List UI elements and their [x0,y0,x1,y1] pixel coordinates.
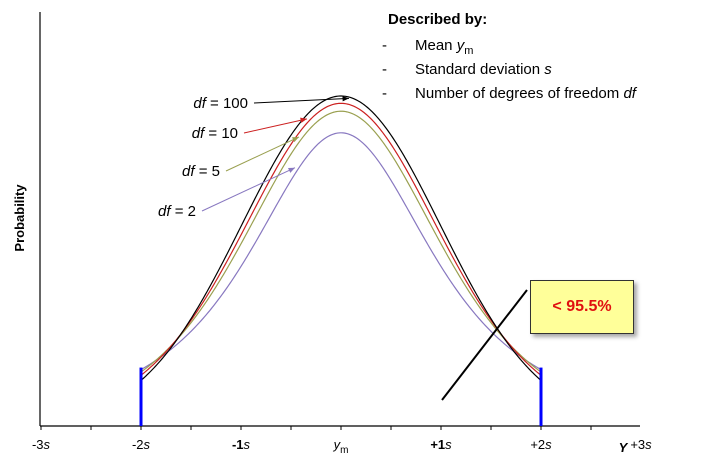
x-tick-label: ym [333,437,349,456]
curve-label-leader-df-5 [225,136,300,172]
curve-label-leader-df-100 [253,97,350,104]
arrowhead-icon [288,167,295,173]
curve-df-10 [141,102,542,376]
curve-label-df-100: df = 100 [193,95,248,112]
callout-box: < 95.5% [530,280,634,334]
x-tick-label: +1s [430,437,452,452]
callout-text: < 95.5% [552,298,612,315]
y-axis-label: Probability [12,184,27,252]
curve-label-leader-df-10 [243,118,308,134]
x-tick-label: -2s [132,437,151,452]
curve-label-df-5: df = 5 [182,163,220,180]
curve-label-df-2: df = 2 [158,203,196,220]
description-title: Described by: [388,11,487,28]
description-bullet: - [382,37,387,54]
curve-df-5 [141,110,542,373]
curve-label-df-10: df = 10 [192,125,238,142]
arrowhead-icon [292,136,299,143]
curve-df-100 [141,95,542,381]
x-axis-label: Y [619,440,629,455]
x-tick-label: +3s [630,437,652,452]
description-bullet: - [382,85,387,102]
x-tick-label: -1s [232,437,251,452]
description-item: Number of degrees of freedom df [415,85,638,102]
callout-pointer [441,289,528,401]
curve-df-2 [141,132,542,371]
description-item: Mean ym [415,37,473,57]
arrowhead-icon [300,117,307,123]
curve-label-leader-df-2 [201,167,296,212]
x-tick-label: -3s [32,437,51,452]
description-bullet: - [382,61,387,78]
arrowhead-icon [342,95,349,102]
description-item: Standard deviation s [415,61,552,78]
x-tick-label: +2s [530,437,552,452]
